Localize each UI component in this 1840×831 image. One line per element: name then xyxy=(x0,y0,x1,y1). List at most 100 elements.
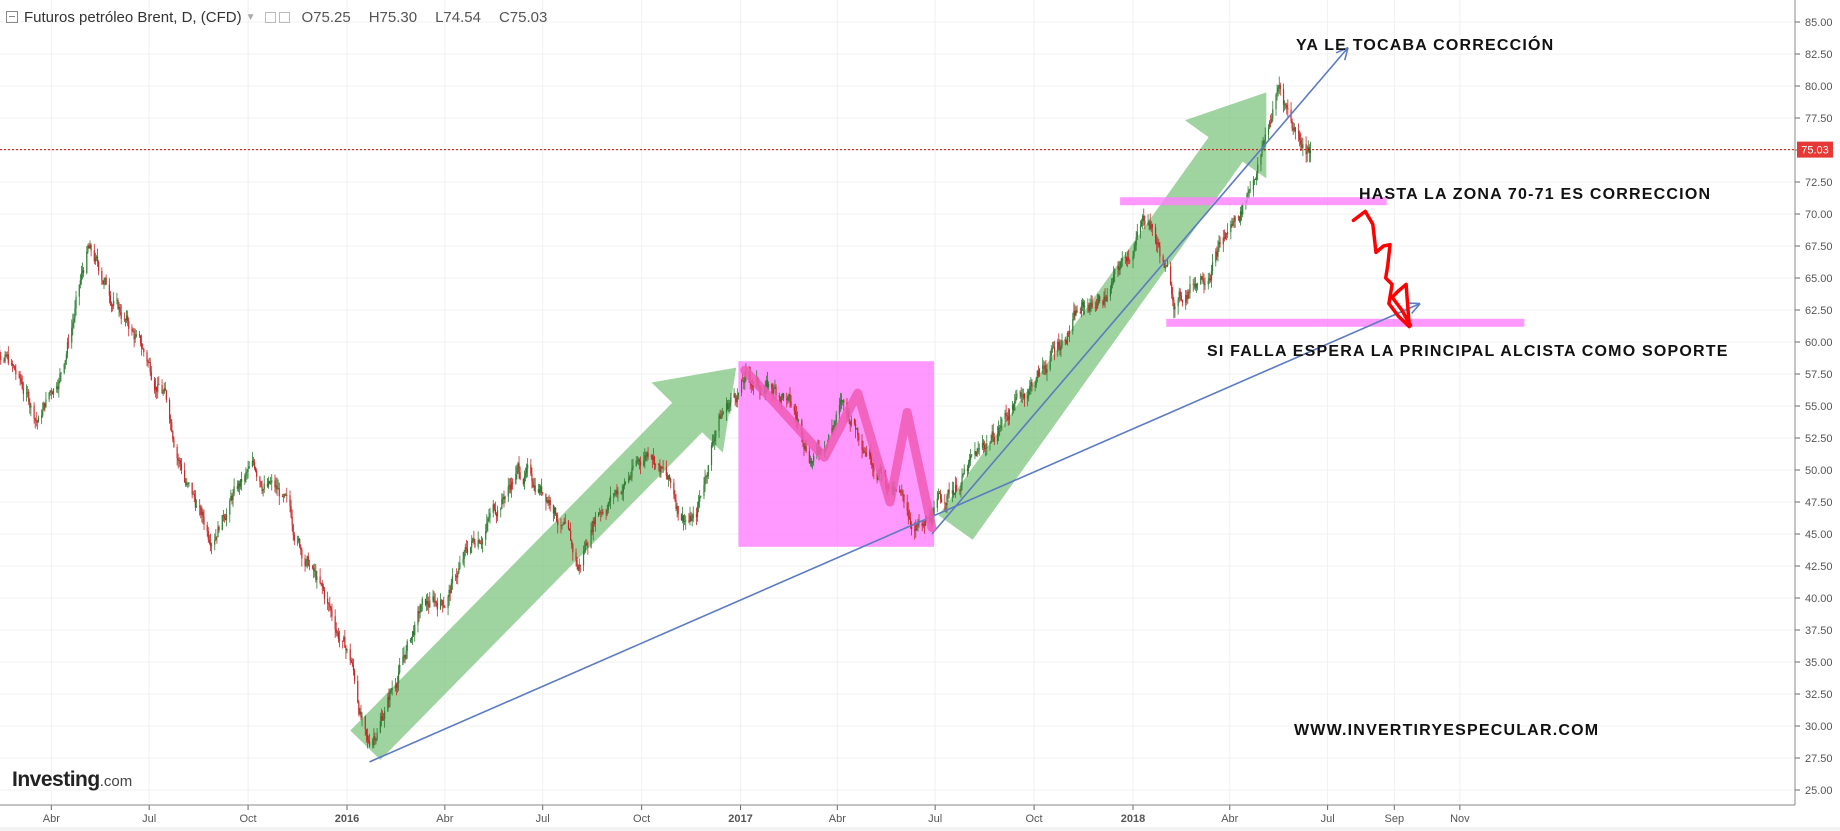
candle-body xyxy=(108,284,110,296)
candle-body xyxy=(307,556,309,566)
candle-body xyxy=(999,427,1001,429)
candle-body xyxy=(74,308,76,319)
candle-body xyxy=(328,603,330,605)
candle-body xyxy=(606,510,608,514)
candle-body xyxy=(646,452,648,457)
candle-body xyxy=(450,583,452,594)
candle-body xyxy=(1233,221,1235,222)
candle-body xyxy=(142,348,144,350)
y-tick-label: 77.50 xyxy=(1805,113,1833,125)
candle-body xyxy=(575,552,577,560)
candle-body xyxy=(719,415,721,419)
candle-body xyxy=(449,589,451,594)
candle-body xyxy=(1028,390,1030,397)
candle-body xyxy=(1067,333,1070,335)
candle-body xyxy=(344,637,346,648)
symbol-title[interactable]: Futuros petróleo Brent, D, (CFD) xyxy=(24,8,242,26)
candle-body xyxy=(75,296,77,309)
candle-body xyxy=(838,405,841,415)
y-tick-label: 30.00 xyxy=(1805,721,1833,733)
candle-body xyxy=(643,460,645,466)
candle-body xyxy=(72,322,74,328)
candle-body xyxy=(1016,393,1018,398)
ohlc-open: O75.25 xyxy=(301,8,351,26)
candle-body xyxy=(284,494,286,497)
candle-body xyxy=(1005,413,1007,416)
candle-body xyxy=(616,490,618,495)
support-band xyxy=(1120,197,1387,206)
candle-body xyxy=(472,538,474,541)
candle-body xyxy=(256,471,258,477)
candle-body xyxy=(241,479,243,482)
candle-body xyxy=(417,611,419,625)
hide-icon[interactable] xyxy=(279,11,291,23)
candle-body xyxy=(224,518,227,521)
candle-body xyxy=(1013,404,1015,411)
candle-body xyxy=(10,363,13,365)
candle-body xyxy=(63,363,65,373)
candle-body xyxy=(443,605,445,608)
candle-body xyxy=(789,394,791,402)
candle-body xyxy=(501,499,503,509)
candle-body xyxy=(539,486,542,493)
candle-body xyxy=(3,359,5,362)
candle-body xyxy=(329,603,331,608)
candle-body xyxy=(978,447,980,449)
candle-body xyxy=(989,442,991,444)
settings-icon[interactable] xyxy=(265,11,277,23)
time-axis: Abr Jul Oct 2016 Abr Jul Oct 2017 Abr Jul Oct 2018 A… xyxy=(0,804,1840,831)
candle-body xyxy=(1227,232,1229,235)
candle-body xyxy=(730,397,732,404)
candle-body xyxy=(366,734,369,741)
candle-body xyxy=(261,485,263,492)
candle-body xyxy=(1027,396,1029,399)
candle-body xyxy=(689,515,691,522)
candle-body xyxy=(179,460,181,464)
candle-body xyxy=(52,388,55,395)
candle-body xyxy=(1090,302,1092,304)
candle-body xyxy=(473,538,475,542)
candle-body xyxy=(956,484,958,491)
candle-body xyxy=(103,281,105,285)
y-tick-label: 85.00 xyxy=(1805,17,1833,29)
chevron-down-icon[interactable]: ▼ xyxy=(245,11,256,23)
candle-body xyxy=(1124,256,1127,259)
candle-body xyxy=(556,514,558,521)
candle-body xyxy=(938,493,941,494)
candle-body xyxy=(967,462,970,471)
candle-body xyxy=(1204,284,1206,286)
candle-body xyxy=(705,476,707,478)
candle-body xyxy=(60,372,62,374)
candle-body xyxy=(917,521,919,527)
candle-body xyxy=(481,539,484,545)
candle-body xyxy=(1224,233,1227,239)
candle-body xyxy=(946,495,948,506)
correction-zigzag xyxy=(740,365,937,533)
candle-body xyxy=(1306,151,1308,154)
collapse-icon[interactable] xyxy=(6,11,18,23)
candle-body xyxy=(865,452,867,456)
candle-body xyxy=(277,488,279,490)
candle-body xyxy=(1006,415,1008,417)
candle-body xyxy=(901,490,903,492)
x-tick-label: Sep xyxy=(1384,813,1404,825)
candle-body xyxy=(262,489,264,492)
candle-body xyxy=(134,336,136,340)
candle-body xyxy=(586,543,588,546)
candle-body xyxy=(1064,339,1066,341)
candle-body xyxy=(164,388,166,391)
candle-body xyxy=(218,526,220,531)
candle-body xyxy=(527,464,529,469)
candle-body xyxy=(113,300,115,306)
candle-body xyxy=(73,318,75,323)
candle-body xyxy=(1285,104,1287,106)
candle-body xyxy=(427,601,429,604)
candle-body xyxy=(582,551,585,566)
candle-body xyxy=(314,570,316,572)
candle-body xyxy=(1142,215,1144,222)
candle-body xyxy=(1019,392,1021,394)
candle-body xyxy=(125,315,128,321)
candle-body xyxy=(327,598,329,604)
candle-body xyxy=(961,476,963,486)
